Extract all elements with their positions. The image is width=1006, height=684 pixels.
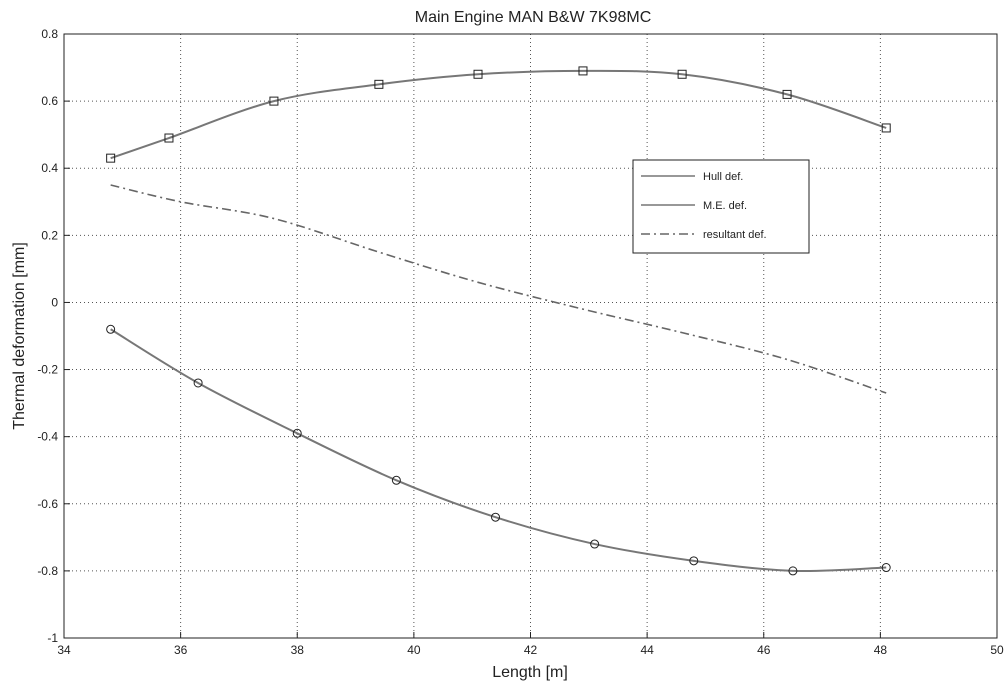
- data-point-m-e-def: [473, 69, 483, 79]
- data-point-m-e-def: [881, 123, 891, 133]
- y-tick-label: -0.4: [37, 430, 58, 444]
- x-tick-label: 42: [524, 643, 538, 657]
- y-tick-label: -0.2: [37, 363, 58, 377]
- y-axis-label: Thermal deformation [mm]: [11, 242, 28, 430]
- x-axis-label: Length [m]: [492, 664, 568, 681]
- data-point-hull-def: [590, 539, 600, 549]
- legend-label: resultant def.: [703, 229, 767, 241]
- y-tick-label: 0.4: [41, 161, 58, 175]
- y-tick-label: 0.6: [41, 94, 58, 108]
- data-point-m-e-def: [578, 66, 588, 76]
- data-point-hull-def: [491, 512, 501, 522]
- data-point-m-e-def: [782, 89, 792, 99]
- data-point-hull-def: [193, 378, 203, 388]
- data-point-hull-def: [391, 475, 401, 485]
- legend-label: Hull def.: [703, 171, 743, 183]
- x-tick-label: 40: [407, 643, 421, 657]
- data-point-hull-def: [881, 563, 891, 573]
- y-tick-label: -0.6: [37, 497, 58, 511]
- x-tick-label: 36: [174, 643, 188, 657]
- y-tick-label: 0.2: [41, 228, 58, 242]
- data-point-hull-def: [689, 556, 699, 566]
- data-point-m-e-def: [164, 133, 174, 143]
- x-tick-label: 48: [874, 643, 888, 657]
- series-line-hull-def: [110, 328, 887, 573]
- x-tick-label: 34: [57, 643, 71, 657]
- x-tick-label: 38: [291, 643, 305, 657]
- y-tick-label: -0.8: [37, 564, 58, 578]
- data-point-hull-def: [292, 428, 302, 438]
- data-point-m-e-def: [374, 79, 384, 89]
- x-tick-label: 44: [640, 643, 654, 657]
- series-line-m-e-def: [110, 69, 887, 160]
- y-tick-label: -1: [47, 631, 58, 645]
- data-point-m-e-def: [677, 69, 687, 79]
- x-tick-label: 50: [990, 643, 1004, 657]
- legend-label: M.E. def.: [703, 200, 747, 212]
- chart-title: Main Engine MAN B&W 7K98MC: [415, 9, 652, 26]
- x-tick-label: 46: [757, 643, 771, 657]
- legend: Hull def. M.E. def. resultant def.: [632, 159, 810, 254]
- tick-labels: 34 36 38 40 42 44 46 48 50 -1 -0.8 -0.6 -0.4 -0.2 0 0.2…: [37, 27, 1004, 657]
- series-layer: [106, 66, 891, 576]
- data-point-hull-def: [106, 324, 116, 334]
- y-tick-label: 0: [51, 295, 58, 309]
- data-point-m-e-def: [269, 96, 279, 106]
- data-point-m-e-def: [106, 153, 116, 163]
- data-point-hull-def: [788, 566, 798, 576]
- series-line-resultant-def: [110, 184, 887, 394]
- y-tick-label: 0.8: [41, 27, 58, 41]
